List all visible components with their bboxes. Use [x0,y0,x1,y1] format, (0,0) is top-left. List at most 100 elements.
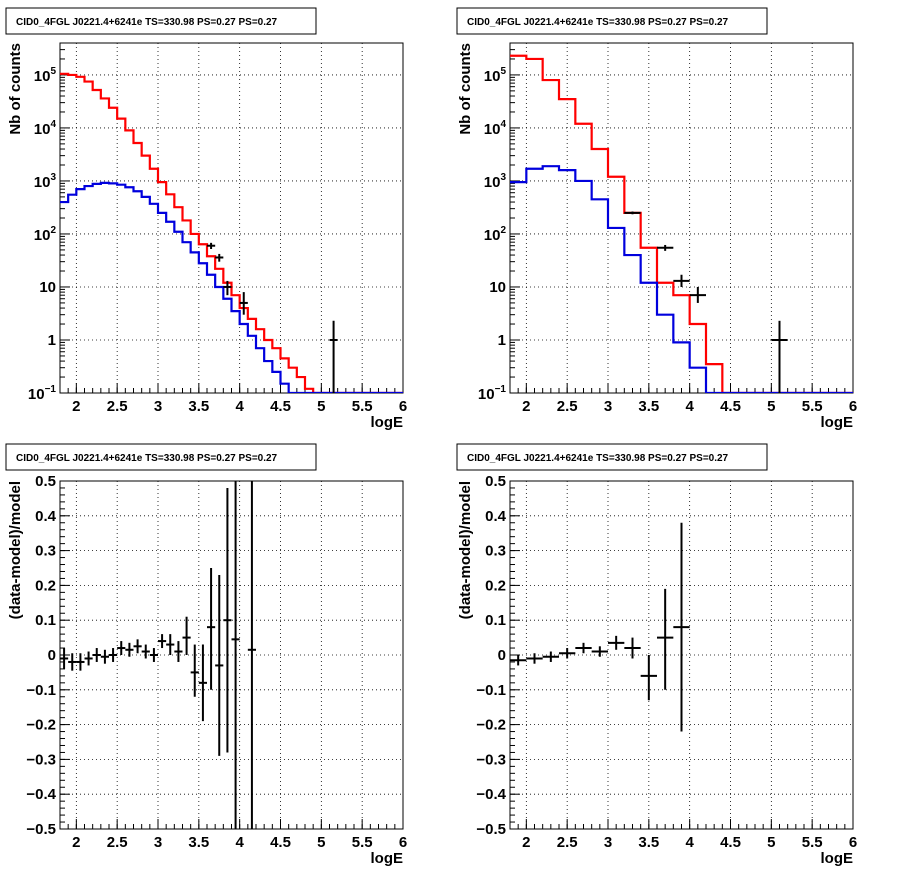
data-point [591,646,608,657]
panel-counts-coarse: CID0_4FGL J0221.4+6241e TS=330.98 PS=0.2… [456,7,857,431]
y-tick-label: 1 [48,332,56,349]
x-tick-label: 5.5 [802,834,823,851]
x-tick-label: 3 [604,398,612,415]
y-tick-label: 102 [484,225,507,244]
y-tick-label: 10−1 [28,384,57,403]
x-axis-title: logE [821,850,854,867]
data-point [109,648,118,662]
title-box [456,443,768,471]
y-tick-label: 10 [39,279,56,296]
title-box [5,443,317,471]
y-tick-exponent: 5 [500,66,506,77]
y-axis-title: Nb of counts [7,43,24,135]
x-tick-label: 4 [685,834,694,851]
plot-area [510,522,690,732]
plot-area [510,54,853,393]
x-tick-label: 2.5 [107,834,128,851]
y-tick-label: 104 [34,119,57,138]
y-tick-label: −0.4 [476,786,506,803]
data-point [207,242,216,250]
y-tick-exponent: −1 [495,384,507,395]
x-tick-label: 3 [154,398,162,415]
y-axis-title: Nb of counts [457,43,474,135]
data-point [190,644,199,697]
y-tick-base: 10 [34,174,51,191]
title-box [5,7,317,35]
y-tick-label: 0.2 [35,577,56,594]
y-tick-label: 1 [498,332,506,349]
data-point [673,522,690,732]
series-source-model-line [510,165,853,393]
data-point [624,637,641,659]
data-point [624,211,641,215]
y-tick-label: 10 [489,279,506,296]
x-tick-label: 4 [235,834,244,851]
panel-residuals-fine: CID0_4FGL J0221.4+6241e TS=330.98 PS=0.2… [5,443,407,867]
y-tick-label: 0.3 [485,543,506,560]
y-tick-label: 0.1 [485,612,506,629]
data-point [657,244,674,251]
y-tick-label: 105 [484,66,507,85]
y-tick-base: 10 [484,68,501,85]
data-point [198,644,207,722]
x-tick-label: 6 [849,398,857,415]
x-tick-label: 3 [604,834,612,851]
chart-title: CID0_4FGL J0221.4+6241e TS=330.98 PS=0.2… [16,17,278,28]
y-tick-base: 10 [478,386,495,403]
data-point [207,568,216,690]
x-tick-label: 3 [154,834,162,851]
data-point [771,320,788,393]
x-tick-label: 2.5 [107,398,128,415]
x-tick-label: 4 [685,398,694,415]
x-tick-label: 6 [399,398,407,415]
data-point [60,648,69,669]
x-tick-label: 5 [317,398,325,415]
series-total-model-line [60,72,403,393]
data-point [117,641,126,655]
y-tick-label: −0.2 [476,717,506,734]
x-tick-label: 3.5 [638,398,659,415]
data-point [329,320,338,393]
y-tick-label: −0.1 [476,682,506,699]
y-tick-label: 0.2 [485,577,506,594]
data-point [223,487,232,753]
data-point [608,635,625,650]
y-tick-exponent: 3 [50,172,56,183]
title-box [456,7,768,35]
x-tick-label: 6 [399,834,407,851]
x-tick-label: 4.5 [270,398,291,415]
plot-frame [59,42,404,394]
data-point [510,655,527,666]
y-tick-label: −0.3 [26,751,56,768]
y-tick-label: 0.3 [35,543,56,560]
data-point [166,634,175,655]
x-tick-label: 2 [72,398,80,415]
x-tick-label: 3.5 [188,398,209,415]
chart-title: CID0_4FGL J0221.4+6241e TS=330.98 PS=0.2… [467,453,729,464]
y-tick-exponent: 2 [50,225,56,236]
data-point [158,634,167,649]
y-tick-label: 0 [498,647,506,664]
x-tick-label: 2.5 [557,398,578,415]
x-tick-label: 2 [522,834,530,851]
x-axis-title: logE [821,414,854,431]
data-point [223,280,232,296]
x-tick-label: 2 [72,834,80,851]
data-point [174,641,183,662]
data-point [92,648,101,662]
x-tick-label: 3.5 [188,834,209,851]
y-tick-base: 10 [484,121,501,138]
data-point [239,292,248,315]
y-tick-base: 10 [484,174,501,191]
y-tick-label: −0.4 [26,786,56,803]
y-tick-label: −0.5 [476,821,506,838]
y-axis-title: (data-model)/model [457,481,474,619]
y-tick-label: 0.1 [35,612,56,629]
y-tick-label: 0.5 [35,473,56,490]
data-point [125,642,134,657]
x-axis-title: logE [371,414,404,431]
y-tick-exponent: 4 [500,119,506,130]
data-point [640,655,657,701]
data-point [231,481,240,829]
